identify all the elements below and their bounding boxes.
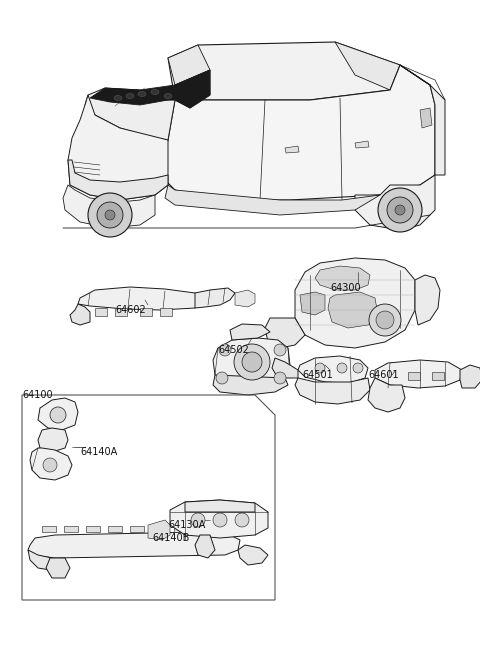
Circle shape	[242, 352, 262, 372]
Circle shape	[353, 363, 363, 373]
Circle shape	[43, 458, 57, 472]
Polygon shape	[70, 304, 90, 325]
Polygon shape	[160, 308, 172, 316]
Polygon shape	[86, 526, 100, 532]
Circle shape	[387, 197, 413, 223]
Polygon shape	[46, 558, 70, 578]
Polygon shape	[170, 500, 268, 538]
Polygon shape	[63, 185, 155, 228]
Polygon shape	[213, 375, 288, 395]
Circle shape	[50, 407, 66, 423]
Polygon shape	[420, 108, 432, 128]
Polygon shape	[328, 292, 378, 328]
Circle shape	[213, 513, 227, 527]
Polygon shape	[460, 365, 480, 388]
Text: 64140B: 64140B	[152, 533, 190, 543]
Polygon shape	[90, 70, 210, 108]
Polygon shape	[375, 360, 462, 388]
Text: 64501: 64501	[302, 370, 333, 380]
Text: 64502: 64502	[218, 345, 249, 355]
Polygon shape	[355, 175, 435, 230]
Circle shape	[235, 513, 249, 527]
Polygon shape	[168, 42, 400, 100]
Circle shape	[105, 210, 115, 220]
Ellipse shape	[126, 94, 134, 98]
Circle shape	[274, 344, 286, 356]
Polygon shape	[295, 378, 370, 404]
Ellipse shape	[164, 94, 172, 98]
Polygon shape	[195, 288, 235, 308]
Polygon shape	[415, 275, 440, 325]
Polygon shape	[140, 308, 152, 316]
Polygon shape	[265, 318, 305, 348]
Polygon shape	[115, 308, 127, 316]
Polygon shape	[68, 160, 168, 200]
Polygon shape	[295, 258, 415, 348]
Polygon shape	[64, 526, 78, 532]
Polygon shape	[335, 42, 400, 90]
Polygon shape	[285, 146, 299, 153]
Text: 64300: 64300	[330, 283, 360, 293]
Circle shape	[378, 188, 422, 232]
Polygon shape	[175, 70, 210, 108]
Polygon shape	[28, 532, 240, 558]
Polygon shape	[130, 526, 144, 532]
Ellipse shape	[151, 89, 159, 94]
Polygon shape	[298, 356, 368, 383]
Polygon shape	[213, 338, 290, 388]
Polygon shape	[168, 45, 210, 85]
Polygon shape	[38, 398, 78, 430]
Polygon shape	[238, 545, 268, 565]
Polygon shape	[272, 358, 298, 378]
Circle shape	[376, 311, 394, 329]
Polygon shape	[355, 141, 369, 148]
Polygon shape	[68, 95, 168, 200]
Polygon shape	[108, 526, 122, 532]
Text: 64602: 64602	[115, 305, 146, 315]
Polygon shape	[432, 372, 444, 380]
Polygon shape	[78, 287, 200, 310]
Circle shape	[219, 344, 231, 356]
Circle shape	[97, 202, 123, 228]
Polygon shape	[42, 526, 56, 532]
Ellipse shape	[114, 96, 122, 100]
Text: 64601: 64601	[368, 370, 398, 380]
Polygon shape	[196, 526, 210, 532]
Circle shape	[234, 344, 270, 380]
Circle shape	[216, 372, 228, 384]
Polygon shape	[148, 520, 170, 540]
Ellipse shape	[138, 91, 146, 96]
Polygon shape	[218, 526, 232, 532]
Circle shape	[191, 513, 205, 527]
Text: 64140A: 64140A	[80, 447, 117, 457]
Polygon shape	[152, 526, 166, 532]
Polygon shape	[408, 372, 420, 380]
Polygon shape	[38, 428, 68, 452]
Text: 64130A: 64130A	[168, 520, 205, 530]
Polygon shape	[95, 308, 107, 316]
Polygon shape	[195, 535, 215, 558]
Polygon shape	[28, 550, 52, 570]
Circle shape	[395, 205, 405, 215]
Circle shape	[274, 372, 286, 384]
Text: 64100: 64100	[22, 390, 53, 400]
Polygon shape	[185, 500, 255, 512]
Polygon shape	[174, 526, 188, 532]
Polygon shape	[400, 65, 445, 175]
Polygon shape	[315, 266, 370, 290]
Polygon shape	[300, 292, 325, 315]
Polygon shape	[235, 290, 255, 307]
Circle shape	[88, 193, 132, 237]
Polygon shape	[160, 65, 435, 200]
Polygon shape	[30, 448, 72, 480]
Circle shape	[337, 363, 347, 373]
Circle shape	[315, 363, 325, 373]
Polygon shape	[368, 378, 405, 412]
Polygon shape	[230, 324, 270, 340]
Polygon shape	[85, 85, 175, 140]
Circle shape	[369, 304, 401, 336]
Polygon shape	[165, 185, 380, 215]
